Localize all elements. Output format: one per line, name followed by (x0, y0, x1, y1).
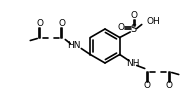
Text: O: O (144, 81, 151, 90)
Text: HN: HN (67, 41, 81, 50)
Text: O: O (131, 11, 138, 20)
Text: O: O (117, 23, 124, 32)
Text: O: O (58, 19, 65, 28)
Text: O: O (36, 19, 43, 28)
Text: O: O (166, 81, 173, 90)
Text: NH: NH (126, 59, 139, 68)
Text: OH: OH (147, 17, 161, 26)
Text: S: S (131, 23, 137, 33)
